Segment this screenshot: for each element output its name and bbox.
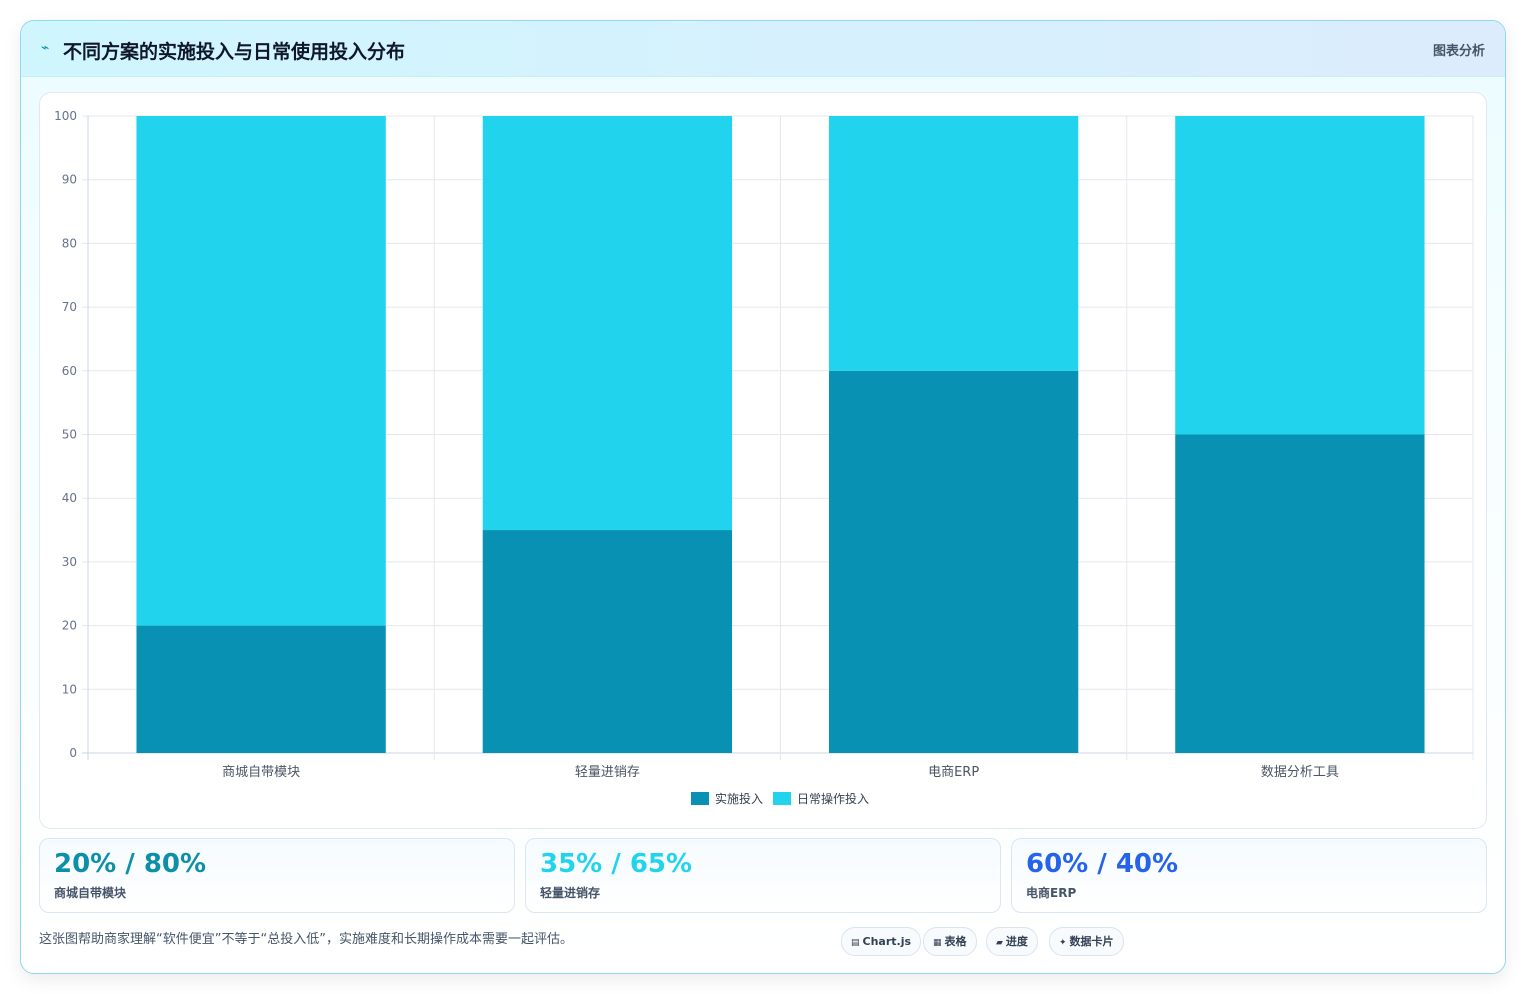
y-tick-label: 70 [62, 300, 77, 314]
stat-value: 60% / 40% [1026, 849, 1179, 879]
y-tick-label: 50 [62, 428, 77, 442]
table-icon: ▦ [933, 938, 942, 948]
sparkline-icon: ⌁ [41, 40, 50, 56]
bar-segment [828, 116, 1079, 371]
pill-label: 表格 [944, 935, 967, 948]
card-tag: 图表分析 [1432, 44, 1485, 59]
y-tick-label: 100 [54, 109, 77, 123]
table-pill[interactable]: ▦ 表格 [923, 927, 977, 956]
footer-note: 这张图帮助商家理解“软件便宜”不等于“总投入低”，实施难度和长期操作成本需要一起… [39, 932, 573, 947]
legend-label: 实施投入 [715, 791, 763, 806]
chart-icon: ▤ [851, 938, 860, 948]
y-tick-label: 40 [62, 491, 77, 505]
chartjs-pill[interactable]: ▤ Chart.js [841, 927, 922, 956]
chart-panel: 0 10 20 30 40 50 60 70 80 90 100 商城自带模块 轻量进销存 电商ERP 数据… [39, 92, 1487, 829]
x-tick-label: 商城自带模块 [222, 765, 300, 780]
bar-segment [1175, 434, 1425, 753]
stat-value: 20% / 80% [54, 849, 207, 879]
stat-label: 电商ERP [1026, 886, 1077, 900]
y-tick-label: 0 [69, 746, 77, 760]
x-tick-label: 轻量进销存 [575, 765, 640, 780]
progress-pill[interactable]: ▰ 进度 [986, 927, 1038, 956]
bar-segment [482, 116, 733, 531]
card-icon: ✦ [1059, 938, 1067, 948]
y-tick-label: 60 [62, 364, 77, 378]
y-tick-label: 80 [62, 236, 77, 250]
pill-label: 数据卡片 [1069, 935, 1114, 948]
legend-swatch [773, 792, 791, 805]
chart-card: ⌁ 不同方案的实施投入与日常使用投入分布 图表分析 0 10 20 30 40 50 60 7… [20, 20, 1506, 974]
x-tick-label: 数据分析工具 [1261, 765, 1339, 780]
y-tick-label: 20 [62, 619, 77, 633]
legend-label: 日常操作投入 [797, 791, 869, 806]
bar-segment [828, 370, 1079, 753]
bar-segment [482, 530, 733, 753]
legend-swatch [691, 792, 709, 805]
bar-segment [136, 625, 386, 753]
pill-label: 进度 [1005, 935, 1028, 948]
y-tick-label: 90 [62, 173, 77, 187]
progress-icon: ▰ [996, 938, 1003, 948]
stat-card-2: 35% / 65% 轻量进销存 [525, 838, 1001, 913]
card-title: 不同方案的实施投入与日常使用投入分布 [63, 41, 406, 63]
stat-label: 商城自带模块 [54, 886, 127, 900]
stat-value: 35% / 65% [540, 849, 693, 879]
y-tick-label: 10 [62, 682, 77, 696]
card-header: ⌁ 不同方案的实施投入与日常使用投入分布 图表分析 [21, 21, 1505, 77]
stat-card-3: 60% / 40% 电商ERP [1011, 838, 1487, 913]
pill-label: Chart.js [862, 935, 912, 948]
stat-label: 轻量进销存 [540, 886, 601, 900]
x-tick-label: 电商ERP [928, 765, 979, 780]
stat-card-1: 20% / 80% 商城自带模块 [39, 838, 515, 913]
data-card-pill[interactable]: ✦ 数据卡片 [1049, 927, 1124, 956]
y-tick-label: 30 [62, 555, 77, 569]
bar-segment [1175, 116, 1425, 435]
bar-segment [136, 116, 386, 626]
stacked-bar-chart: 0 10 20 30 40 50 60 70 80 90 100 商城自带模块 轻量进销存 电商ERP 数据… [54, 109, 1474, 806]
